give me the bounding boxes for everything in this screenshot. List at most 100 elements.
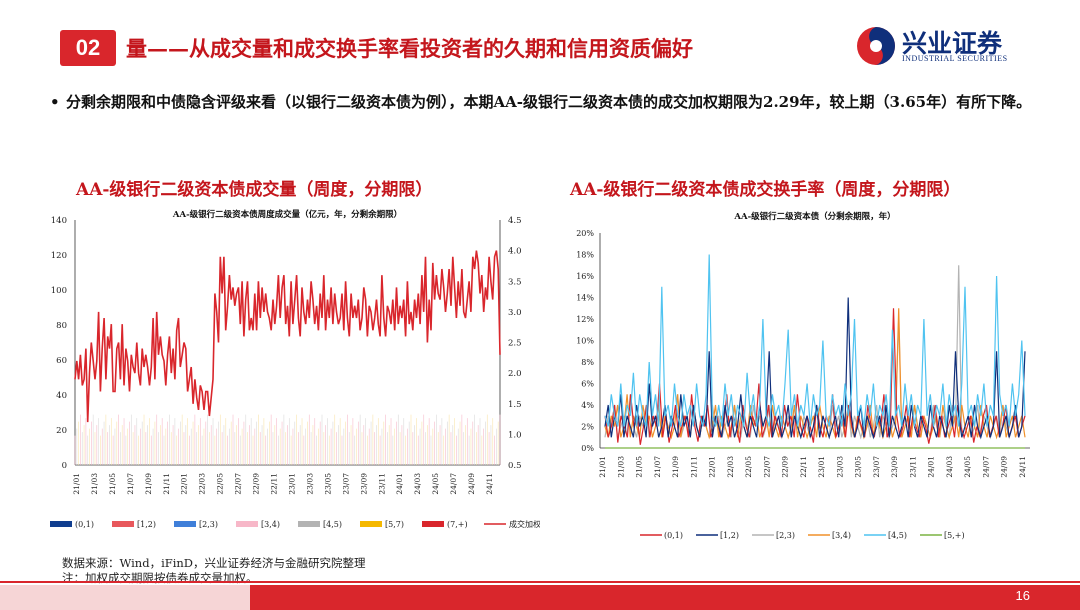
x-tick-label: 21/03 bbox=[616, 456, 625, 478]
x-tick-label: 24/11 bbox=[1018, 456, 1027, 478]
footer-rule bbox=[0, 581, 1080, 583]
x-tick-label: 21/09 bbox=[144, 473, 153, 495]
x-tick-label: 24/09 bbox=[467, 473, 476, 495]
y2-tick-label: 2.5 bbox=[508, 339, 522, 349]
x-tick-label: 22/11 bbox=[799, 456, 808, 478]
series-line bbox=[604, 254, 1026, 427]
series-line bbox=[604, 265, 1026, 440]
legend-swatch bbox=[236, 521, 258, 527]
footer-accent bbox=[0, 585, 250, 610]
y-tick-label: 4% bbox=[581, 401, 594, 410]
x-tick-label: 24/11 bbox=[485, 473, 494, 495]
x-tick-label: 24/01 bbox=[395, 473, 404, 495]
x-tick-label: 24/07 bbox=[981, 456, 990, 478]
x-tick-label: 24/05 bbox=[963, 456, 972, 478]
x-tick-label: 22/03 bbox=[726, 456, 735, 478]
summary-bullet: • 分剩余期限和中债隐含评级来看（以银行二级资本债为例），本期AA-级银行二级资… bbox=[50, 90, 1040, 114]
bullet-dot: • bbox=[50, 93, 60, 111]
y-tick-label: 100 bbox=[51, 286, 67, 296]
y-tick-label: 2% bbox=[581, 423, 594, 432]
x-tick-label: 23/03 bbox=[835, 456, 844, 478]
legend-swatch bbox=[422, 521, 444, 527]
x-tick-label: 21/05 bbox=[635, 456, 644, 478]
summary-text: 分剩余期限和中债隐含评级来看（以银行二级资本债为例），本期AA-级银行二级资本债… bbox=[66, 93, 1032, 111]
x-tick-label: 22/07 bbox=[762, 456, 771, 478]
x-tick-label: 24/07 bbox=[449, 473, 458, 495]
y-tick-label: 20 bbox=[56, 426, 67, 436]
x-tick-label: 21/07 bbox=[653, 456, 662, 478]
legend-label: [5,+) bbox=[944, 531, 965, 540]
x-tick-label: 23/05 bbox=[323, 473, 332, 495]
legend-swatch bbox=[360, 521, 382, 527]
section-badge: 02 bbox=[60, 30, 116, 66]
x-tick-label: 23/01 bbox=[287, 473, 296, 495]
x-tick-label: 21/01 bbox=[72, 473, 81, 495]
legend-label: [2,3) bbox=[199, 520, 218, 529]
y-tick-label: 18% bbox=[576, 251, 594, 260]
y-tick-label: 14% bbox=[576, 294, 594, 303]
y-tick-label: 8% bbox=[581, 358, 594, 367]
x-tick-label: 23/07 bbox=[872, 456, 881, 478]
x-tick-label: 22/01 bbox=[708, 456, 717, 478]
x-tick-label: 24/01 bbox=[927, 456, 936, 478]
y-tick-label: 16% bbox=[576, 272, 594, 281]
x-tick-label: 22/11 bbox=[270, 473, 279, 495]
industrial-securities-logo-icon bbox=[857, 27, 895, 65]
x-tick-label: 22/05 bbox=[744, 456, 753, 478]
left-panel-title: AA-级银行二级资本债成交量（周度，分期限） bbox=[76, 180, 433, 200]
x-tick-label: 23/03 bbox=[305, 473, 314, 495]
brand-name-cn: 兴业证券 bbox=[902, 29, 1003, 58]
x-tick-label: 23/09 bbox=[890, 456, 899, 478]
legend-label: (7,+) bbox=[447, 520, 468, 529]
right-panel-title: AA-级银行二级资本债成交换手率（周度，分期限） bbox=[570, 180, 961, 200]
legend-swatch bbox=[298, 521, 320, 527]
chart-title: AA-级银行二级资本债周度成交量（亿元，年，分剩余期限） bbox=[172, 209, 402, 220]
y-tick-label: 40 bbox=[56, 391, 67, 401]
legend-label: [3,4) bbox=[832, 531, 851, 540]
x-tick-label: 23/11 bbox=[377, 473, 386, 495]
y-tick-label: 80 bbox=[56, 321, 67, 331]
y-tick-label: 140 bbox=[51, 216, 67, 226]
y2-tick-label: 2.0 bbox=[508, 369, 522, 379]
x-tick-label: 23/05 bbox=[854, 456, 863, 478]
x-tick-label: 22/03 bbox=[198, 473, 207, 495]
y2-tick-label: 3.0 bbox=[508, 308, 522, 318]
y-tick-label: 10% bbox=[576, 337, 594, 346]
x-tick-label: 22/09 bbox=[252, 473, 261, 495]
y2-tick-label: 1.5 bbox=[508, 400, 522, 410]
volume-chart: AA-级银行二级资本债周度成交量（亿元，年，分剩余期限） 0 20 40 60 80 100… bbox=[50, 209, 540, 529]
x-tick-label: 24/09 bbox=[1000, 456, 1009, 478]
y-tick-label: 20% bbox=[576, 229, 594, 238]
source-note: 数据来源：Wind，iFinD，兴业证券经济与金融研究院整理 bbox=[62, 556, 366, 570]
x-tick-label: 23/07 bbox=[341, 473, 350, 495]
weighted-maturity-line bbox=[74, 250, 501, 423]
x-tick-label: 21/11 bbox=[689, 456, 698, 478]
legend-label: [4,5) bbox=[323, 520, 342, 529]
legend-label: [3,4) bbox=[261, 520, 280, 529]
y2-tick-label: 0.5 bbox=[508, 461, 522, 471]
y-tick-label: 120 bbox=[51, 251, 67, 261]
x-tick-label: 24/03 bbox=[413, 473, 422, 495]
legend-label: (0,1) bbox=[664, 531, 683, 540]
x-tick-label: 21/03 bbox=[90, 473, 99, 495]
slide-title: 量——从成交量和成交换手率看投资者的久期和信用资质偏好 bbox=[126, 36, 693, 61]
legend-label: [1,2) bbox=[720, 531, 739, 540]
x-tick-label: 22/01 bbox=[180, 473, 189, 495]
x-tick-label: 23/09 bbox=[359, 473, 368, 495]
y-tick-label: 60 bbox=[56, 356, 67, 366]
remark-note: 注：加权成交期限按债券成交量加权。 bbox=[62, 571, 258, 585]
legend-swatch bbox=[174, 521, 196, 527]
page-number: 16 bbox=[1015, 588, 1030, 603]
x-tick-label: 21/07 bbox=[126, 473, 135, 495]
legend-label: [5,7) bbox=[385, 520, 404, 529]
slide-header: 02 量——从成交量和成交换手率看投资者的久期和信用资质偏好 bbox=[60, 28, 693, 68]
y2-tick-label: 3.5 bbox=[508, 277, 522, 287]
brand-name-en: INDUSTRIAL SECURITIES bbox=[902, 54, 1008, 63]
legend-label: 成交加权期限，右 bbox=[509, 519, 540, 529]
y2-tick-label: 4.5 bbox=[508, 216, 522, 226]
legend-label: (0,1) bbox=[75, 520, 94, 529]
series-line bbox=[604, 308, 1026, 445]
y2-tick-label: 1.0 bbox=[508, 430, 522, 440]
chart-title: AA-级银行二级资本债（分剩余期限，年） bbox=[733, 211, 895, 222]
y-tick-label: 6% bbox=[581, 380, 594, 389]
